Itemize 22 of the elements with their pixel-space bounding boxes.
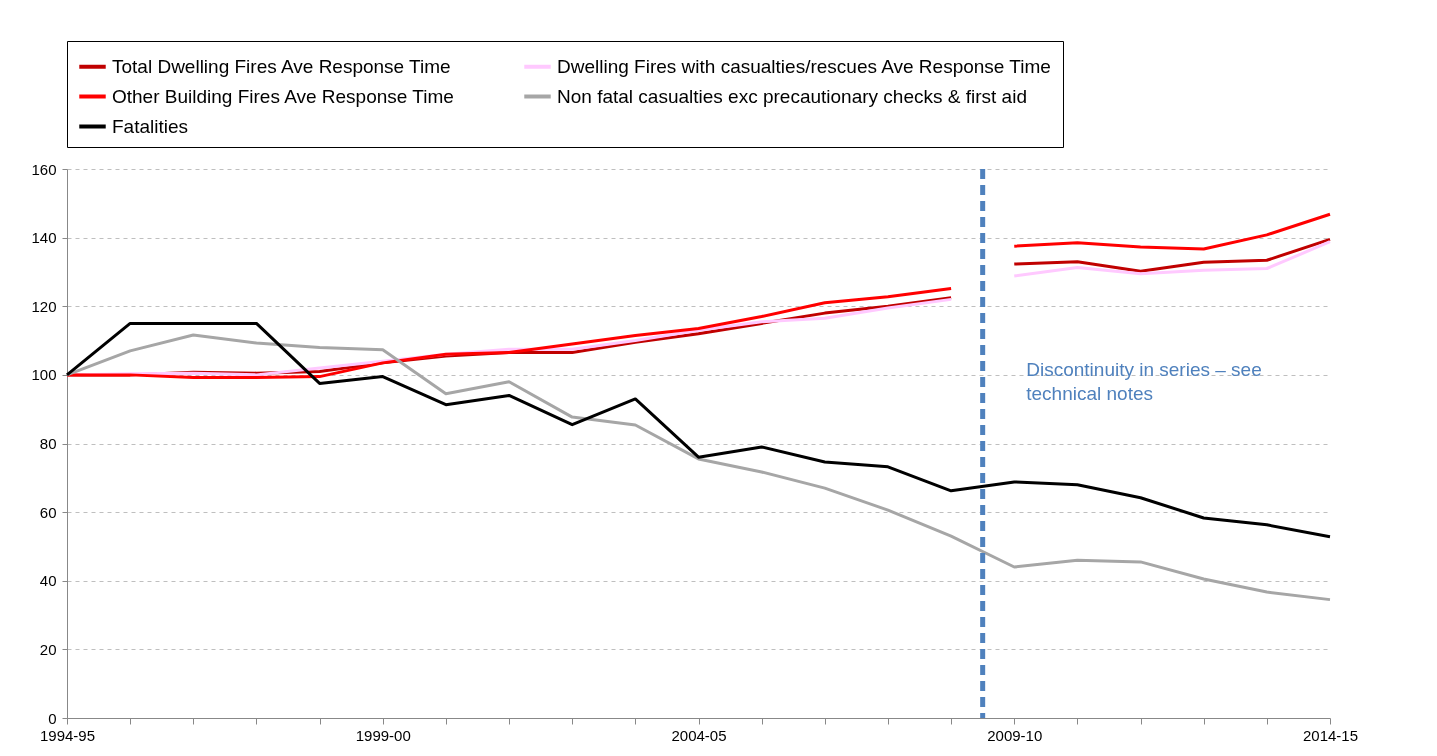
- y-tick-label: 140: [31, 229, 57, 247]
- ref-line-label: Discontinuity in series – see technical notes: [1026, 359, 1262, 405]
- y-tick-label: 60: [39, 503, 57, 521]
- legend-label: Total Dwelling Fires Ave Response Time: [112, 55, 451, 77]
- y-tick-label: 120: [31, 297, 57, 315]
- x-tick-label: 2014-15: [1302, 726, 1359, 744]
- x-tick-label: 1999-00: [355, 726, 411, 744]
- x-tick-label: 2004-05: [671, 726, 727, 744]
- y-tick-label: 80: [39, 435, 57, 452]
- y-tick-label: 100: [31, 366, 57, 384]
- y-tick-label: 160: [31, 160, 57, 178]
- legend-label: Dwelling Fires with casualties/rescues Ave Response Time: [557, 55, 1051, 77]
- line-series: [65, 321, 1332, 539]
- y-tick-label: 20: [39, 640, 57, 658]
- legend-label: Non fatal casualties exc precautionary checks & first aid: [557, 85, 1027, 107]
- y-tick-label: 40: [39, 572, 57, 590]
- legend-label: Other Building Fires Ave Response Time: [112, 85, 454, 107]
- x-tick-label: 1994-95: [39, 726, 96, 744]
- legend-label: Fatalities: [112, 115, 189, 137]
- x-tick-label: 2009-10: [987, 726, 1043, 744]
- y-tick-label: 0: [48, 709, 57, 727]
- line-series: [1012, 212, 1332, 251]
